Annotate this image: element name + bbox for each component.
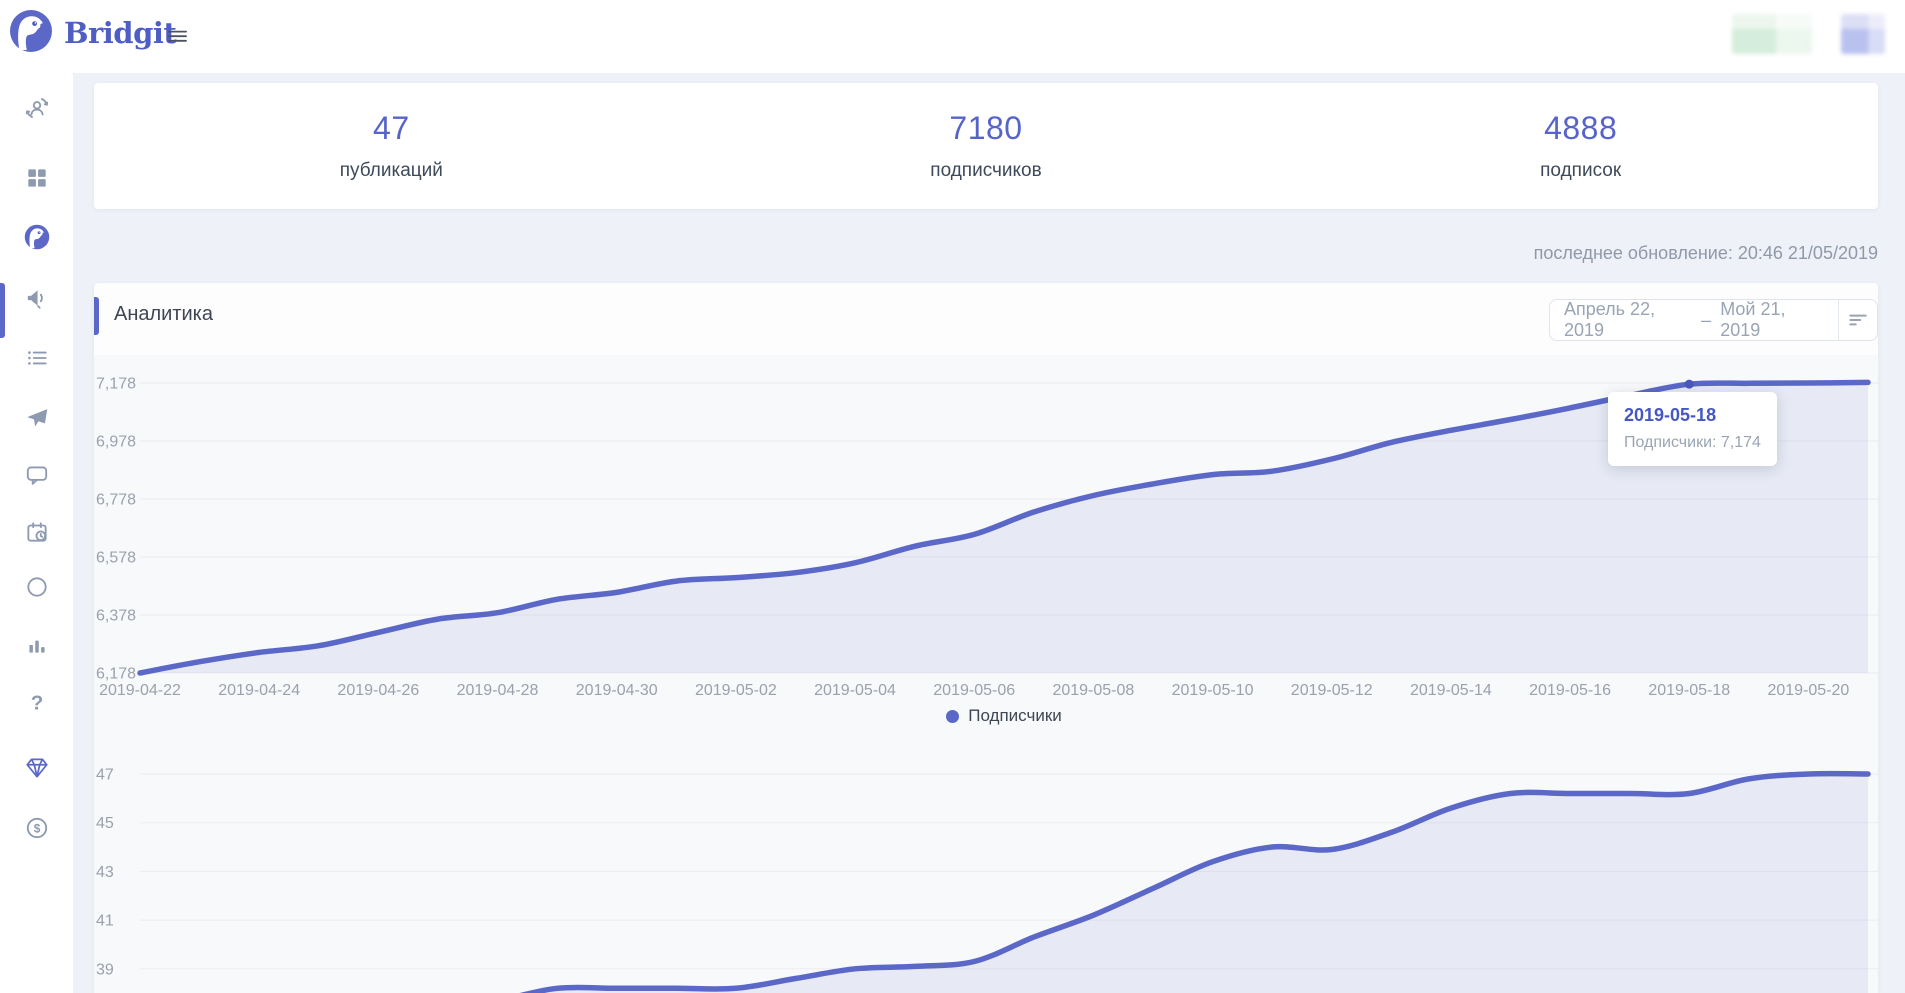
sidebar-item-messages[interactable] [0,451,73,499]
date-range-end: Мой 21, 2019 [1720,299,1786,340]
paper-plane-icon [24,405,50,431]
chart-tooltip: 2019-05-18 Подписчики: 7,174 [1608,392,1777,466]
sidebar: ? $ [0,73,73,993]
sidebar-item-statistics[interactable] [0,621,73,669]
stat-value: 7180 [949,110,1023,146]
date-range-picker[interactable]: Апрель 22, 2019 – Мой 21, 2019 [1549,299,1878,341]
list-icon [24,345,50,371]
bridgit-logo-icon [7,7,55,55]
sidebar-item-account[interactable] [0,84,73,132]
svg-text:?: ? [30,692,43,715]
analytics-card: Аналитика Апрель 22, 2019 – Мой 21, 2019 [94,283,1878,993]
stats-card: 47 публикаций 7180 подписчиков 4888 подписок [94,83,1878,209]
stat-публикаций: 47 публикаций [94,83,689,209]
header: Bridgit [0,0,1905,73]
card-accent-bar [94,297,99,335]
legend-label: Подписчики [968,706,1062,725]
brand-name: Bridgit [64,16,177,50]
megaphone-icon [24,285,50,311]
stat-value: 47 [373,110,410,146]
tooltip-value: Подписчики: 7,174 [1624,434,1761,451]
dollar-icon: $ [24,815,50,841]
filter-icon[interactable] [1838,300,1877,340]
stat-label: подписок [1540,160,1622,181]
sidebar-item-premium[interactable] [0,744,73,792]
hamburger-menu-icon[interactable] [166,22,190,48]
sidebar-item-analytics[interactable] [0,213,73,261]
bridgit-bird-icon [23,223,51,251]
stat-label: подписчиков [930,160,1042,181]
stat-подписчиков: 7180 подписчиков [689,83,1284,209]
last-update-text: последнее обновление: 20:46 21/05/2019 [1533,243,1878,263]
calendar-clock-icon [24,519,50,545]
sidebar-item-list[interactable] [0,334,73,382]
card-title: Аналитика [114,303,213,325]
date-range-separator: – [1701,309,1712,330]
dashboard-grid-icon [24,165,50,191]
stat-label: публикаций [339,160,443,181]
tooltip-date: 2019-05-18 [1624,405,1717,425]
user-sync-icon [24,95,50,121]
sidebar-item-help[interactable]: ? [0,679,73,727]
redacted-block-purple [1841,14,1885,54]
sidebar-item-promotion[interactable] [0,274,73,322]
stat-подписок: 4888 подписок [1283,83,1878,209]
svg-text:$: $ [33,821,40,835]
diamond-icon [24,755,50,781]
active-item-indicator [0,283,5,338]
legend-dot-icon [946,709,960,723]
stat-value: 4888 [1544,110,1618,146]
sidebar-item-billing[interactable]: $ [0,804,73,852]
date-range-start: Апрель 22, 2019 [1564,299,1656,340]
question-mark-icon: ? [24,690,50,716]
bar-chart-icon [24,632,50,658]
sidebar-item-stories[interactable] [0,563,73,611]
chart-legend: Подписчики [140,706,1868,726]
circle-icon [24,574,50,600]
sidebar-item-scheduler[interactable] [0,508,73,556]
sidebar-item-direct[interactable] [0,394,73,442]
sidebar-item-dashboard[interactable] [0,154,73,202]
chat-bubble-icon [24,462,50,488]
redacted-block-green [1732,14,1812,54]
